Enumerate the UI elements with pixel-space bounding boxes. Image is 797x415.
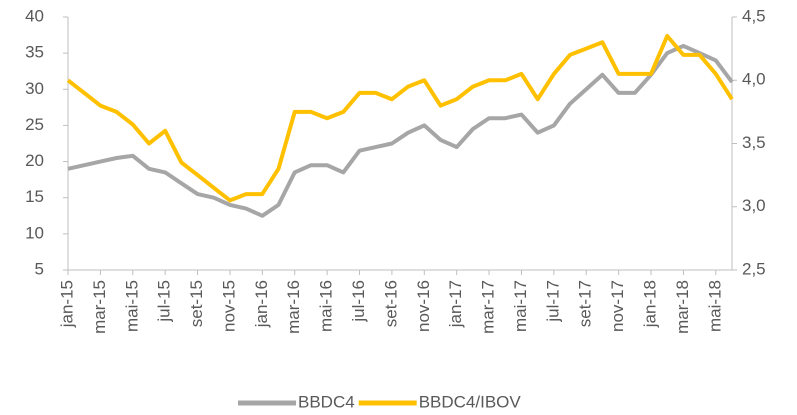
- x-tick-label: mar-17: [479, 280, 498, 334]
- x-tick-label: mai-15: [122, 280, 141, 332]
- x-tick-label: jul-15: [155, 280, 174, 323]
- y2-tick-label: 3,0: [742, 196, 766, 215]
- y2-tick-label: 2,5: [742, 259, 766, 278]
- y-tick-label: 15: [25, 187, 44, 206]
- y-tick-label: 5: [35, 259, 44, 278]
- x-tick-label: mai-16: [317, 280, 336, 332]
- series-line: [67, 43, 734, 218]
- x-tick-label: jan-16: [252, 280, 271, 328]
- y-tick-label: 35: [25, 43, 44, 62]
- series-line: [66, 34, 734, 203]
- y-tick-label: 40: [25, 6, 44, 25]
- x-tick-label: mar-16: [284, 280, 303, 334]
- x-tick-label: nov-15: [219, 280, 238, 332]
- x-tick-label: mar-15: [90, 280, 109, 334]
- x-tick-label: set-15: [187, 280, 206, 327]
- y-tick-label: 10: [25, 223, 44, 242]
- y-tick-label: 30: [25, 79, 44, 98]
- x-tick-label: mar-18: [673, 280, 692, 334]
- legend-label: BBDC4/IBOV: [419, 392, 522, 411]
- y-tick-label: 20: [25, 151, 44, 170]
- x-tick-label: jan-17: [446, 280, 465, 328]
- x-tick-label: mai-17: [511, 280, 530, 332]
- y2-tick-label: 3,5: [742, 133, 766, 152]
- x-tick-label: jan-18: [641, 280, 660, 328]
- legend-label: BBDC4: [298, 392, 355, 411]
- x-tick-label: nov-17: [608, 280, 627, 332]
- x-tick-label: jul-16: [349, 280, 368, 323]
- y2-tick-label: 4,5: [742, 6, 766, 25]
- x-tick-label: mai-18: [705, 280, 724, 332]
- x-tick-label: set-17: [576, 280, 595, 327]
- y-tick-label: 25: [25, 115, 44, 134]
- x-tick-label: set-16: [381, 280, 400, 327]
- y2-tick-label: 4,0: [742, 70, 766, 89]
- x-tick-label: jul-17: [543, 280, 562, 323]
- x-tick-label: jan-15: [57, 280, 76, 328]
- x-tick-label: nov-16: [414, 280, 433, 332]
